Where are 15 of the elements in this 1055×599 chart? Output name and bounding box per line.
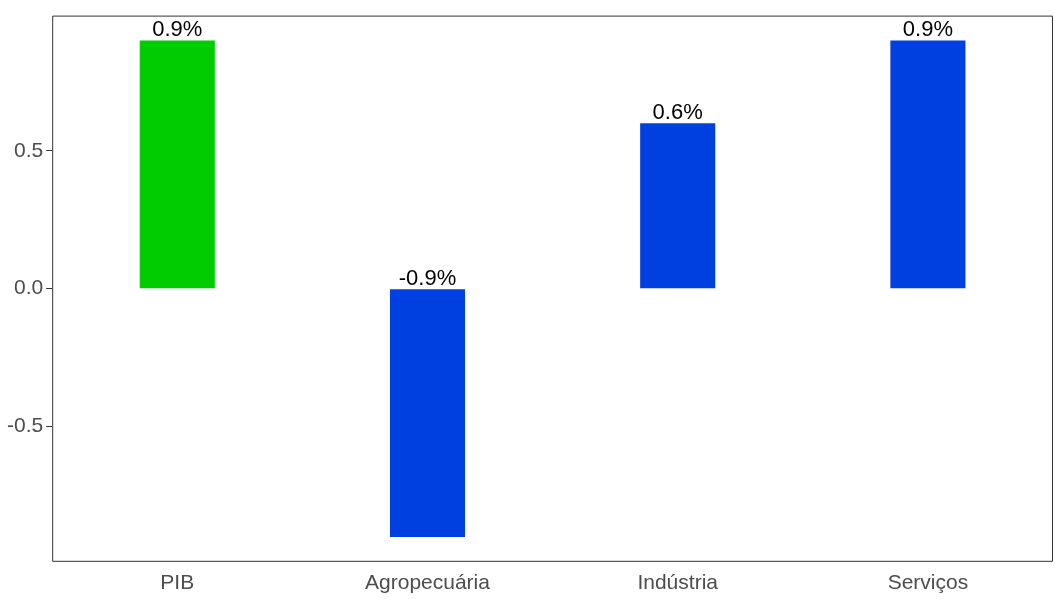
x-tick-label: Indústria: [637, 570, 719, 594]
data-label: 0.9%: [152, 16, 203, 42]
y-tick-label: 0.0: [13, 275, 44, 299]
bar: [389, 289, 466, 537]
x-tick-label: PIB: [160, 570, 195, 594]
data-label: 0.9%: [902, 16, 953, 42]
x-tick-label: Agropecuária: [365, 570, 491, 594]
x-tick-label: Serviços: [887, 570, 969, 594]
y-tick-label: -0.5: [7, 413, 44, 437]
bar: [139, 40, 215, 289]
data-label: -0.9%: [398, 264, 457, 290]
data-label: 0.6%: [652, 99, 703, 125]
y-tick-label: 0.5: [13, 137, 44, 161]
bar: [640, 123, 716, 289]
bar: [890, 40, 966, 289]
